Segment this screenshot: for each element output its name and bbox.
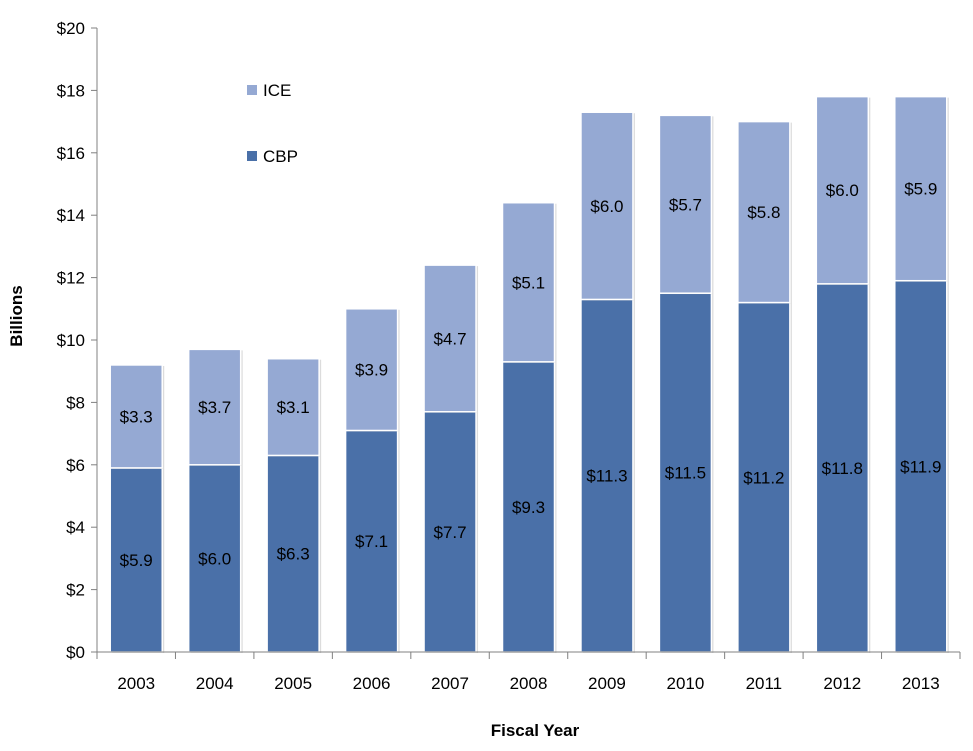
data-label-ice-2010: $5.7 [669, 195, 702, 214]
bar-cbp-2006 [344, 429, 399, 653]
data-label-cbp-2009: $11.3 [586, 467, 627, 486]
x-tick-label: 2009 [588, 674, 626, 693]
bar-ice-2004 [187, 348, 242, 466]
data-label-cbp-2012: $11.8 [822, 459, 863, 478]
y-tick-label: $18 [57, 81, 85, 100]
y-tick-label: $14 [57, 206, 85, 225]
x-tick-label: 2003 [117, 674, 155, 693]
x-tick-label: 2008 [510, 674, 548, 693]
y-tick-label: $2 [66, 581, 85, 600]
legend-swatch-cbp [247, 151, 257, 161]
data-label-cbp-2007: $7.7 [433, 523, 466, 542]
bars-layer [109, 95, 949, 653]
axes-layer: $0 $2 $4 $6 $8 $10 $12 $14 $16 $18 $20 2003 2004 2005… [57, 19, 961, 693]
data-label-ice-2006: $3.9 [355, 361, 388, 380]
bar-ice-2009 [580, 111, 634, 301]
x-tick-label: 2005 [274, 674, 312, 693]
data-labels-layer: $5.9 $3.3 $6.0 $3.7 $6.3 $3.1 $7.1 $3.9 $7.7 $4.7… [120, 180, 942, 570]
bar-cbp-2013 [894, 279, 948, 653]
data-label-cbp-2005: $6.3 [277, 545, 310, 564]
data-label-ice-2011: $5.8 [747, 203, 780, 222]
bar-ice-2012 [815, 95, 870, 285]
x-tick-label: 2012 [823, 674, 861, 693]
data-label-cbp-2010: $11.5 [665, 464, 706, 483]
data-label-cbp-2004: $6.0 [198, 549, 231, 568]
y-tick-label: $20 [57, 19, 85, 38]
y-tick-label: $8 [66, 393, 85, 412]
data-label-ice-2007: $4.7 [433, 329, 466, 348]
x-tick-label: 2007 [431, 674, 469, 693]
legend-label-ice: ICE [263, 81, 291, 100]
bar-ice-2011 [737, 120, 791, 304]
x-tick-label: 2004 [196, 674, 234, 693]
x-tick-label: 2006 [353, 674, 391, 693]
bar-cbp-2008 [501, 361, 556, 653]
bar-ice-2010 [658, 114, 713, 294]
data-label-ice-2005: $3.1 [277, 398, 310, 417]
data-label-cbp-2013: $11.9 [900, 457, 941, 476]
y-axis-title: Billions [7, 285, 26, 346]
legend: ICE CBP [247, 81, 298, 166]
data-label-ice-2004: $3.7 [198, 398, 231, 417]
data-label-ice-2013: $5.9 [904, 180, 937, 199]
data-label-ice-2009: $6.0 [590, 197, 623, 216]
y-tick-label: $16 [57, 144, 85, 163]
data-label-cbp-2003: $5.9 [120, 551, 153, 570]
x-tick-label: 2011 [746, 674, 783, 693]
bar-ice-2008 [501, 201, 556, 363]
y-tick-label: $12 [57, 269, 85, 288]
data-label-ice-2008: $5.1 [512, 273, 545, 292]
y-tick-label: $6 [66, 456, 85, 475]
x-axis-title: Fiscal Year [491, 721, 580, 740]
x-tick-label: 2013 [902, 674, 940, 693]
legend-label-cbp: CBP [263, 147, 298, 166]
bar-ice-2007 [423, 264, 477, 413]
data-label-ice-2012: $6.0 [826, 181, 859, 200]
bar-ice-2006 [344, 308, 399, 432]
bar-cbp-2012 [815, 283, 870, 653]
data-label-cbp-2006: $7.1 [355, 532, 388, 551]
bar-cbp-2007 [423, 411, 477, 653]
bar-cbp-2003 [109, 467, 163, 653]
data-label-cbp-2011: $11.2 [743, 468, 784, 487]
bar-cbp-2011 [737, 301, 791, 653]
data-label-ice-2003: $3.3 [120, 407, 153, 426]
y-tick-label: $0 [66, 643, 85, 662]
bar-ice-2003 [109, 364, 163, 469]
x-tick-label: 2010 [666, 674, 704, 693]
bar-ice-2013 [894, 95, 948, 282]
y-tick-label: $10 [57, 331, 85, 350]
data-label-cbp-2008: $9.3 [512, 498, 545, 517]
bar-ice-2005 [266, 357, 320, 457]
y-tick-label: $4 [66, 518, 85, 537]
legend-swatch-ice [247, 85, 257, 95]
